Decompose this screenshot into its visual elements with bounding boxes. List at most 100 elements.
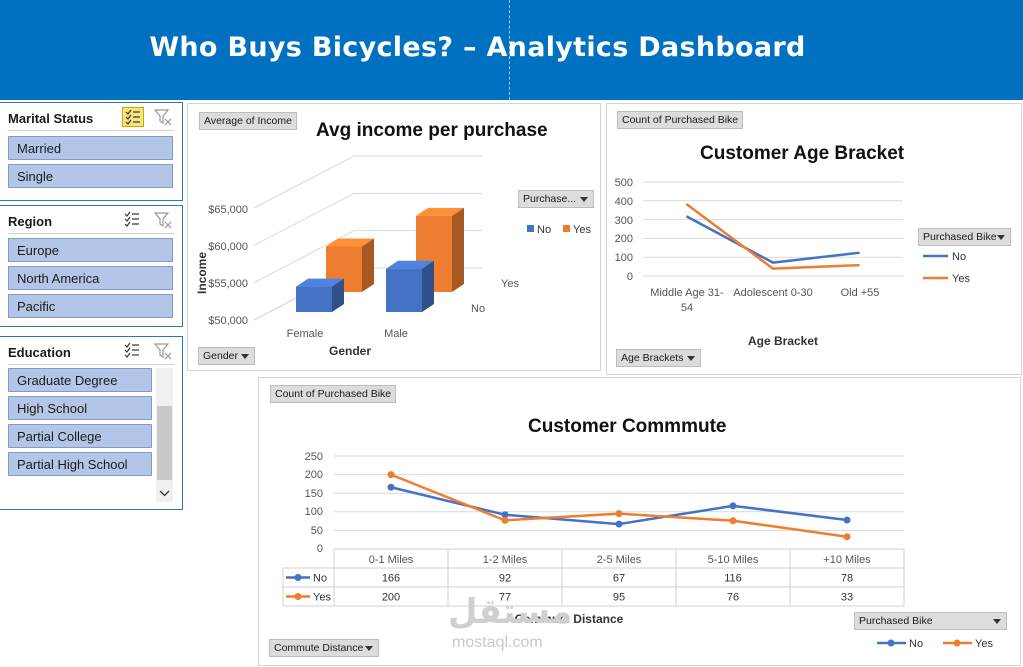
slicer-item-single[interactable]: Single xyxy=(8,164,173,188)
chart-lines xyxy=(387,471,851,541)
slicer-item-married[interactable]: Married xyxy=(8,136,173,160)
banner-divider xyxy=(509,0,510,100)
dropdown-arrow-icon xyxy=(241,354,249,359)
x-tick-label: Adolescent 0-30 xyxy=(733,287,813,299)
dropdown-arrow-icon xyxy=(580,197,588,202)
data-point-no xyxy=(387,483,395,491)
data-point-yes xyxy=(501,516,509,524)
scroll-down-icon[interactable] xyxy=(159,488,170,498)
gridline xyxy=(253,155,483,209)
bar-no-female-side xyxy=(332,278,344,312)
x-axis-title: Gender xyxy=(329,344,371,358)
bar-no-male xyxy=(386,268,422,312)
header-banner: Who Buys Bicycles? – Analytics Dashboard xyxy=(0,0,1023,100)
field-button-value[interactable]: Count of Purchased Bike xyxy=(270,385,397,403)
commute-line-chart: 250 200 150 100 50 0 0-1 Miles 1-2 Miles 2… xyxy=(282,451,993,650)
legend-label-no: No xyxy=(952,251,966,263)
table-series-label: No xyxy=(313,573,327,585)
y-tick-label: 200 xyxy=(305,469,323,481)
y-tick-label: 400 xyxy=(615,196,633,208)
y-tick-label: 50 xyxy=(311,525,323,537)
legend-swatch-yes xyxy=(563,225,570,232)
y-tick-label: 100 xyxy=(615,252,633,264)
slicer-marital-status: Marital Status Married Single xyxy=(0,102,183,201)
field-button-label: Age Brackets xyxy=(621,352,684,364)
x-axis-title: Age Bracket xyxy=(748,334,818,348)
table-cell: 78 xyxy=(841,573,853,585)
table-cell: 95 xyxy=(613,592,625,604)
scrollbar-thumb[interactable] xyxy=(157,406,172,480)
y-tick-label: 500 xyxy=(615,177,633,189)
bar-yes-female-side xyxy=(362,238,374,292)
y-tick-label: 250 xyxy=(305,451,323,463)
slicer-title: Marital Status xyxy=(8,111,94,126)
dropdown-arrow-icon xyxy=(365,646,373,651)
income-3d-bar-chart: $65,000 $60,000 $55,000 $50,000 Income F… xyxy=(195,155,591,358)
clear-filter-icon[interactable] xyxy=(153,211,172,229)
bar-yes-male-side xyxy=(452,207,464,292)
slicer-item-partial-high-school[interactable]: Partial High School xyxy=(8,452,152,476)
field-button-legend[interactable]: Purchase... xyxy=(518,190,594,208)
field-button-label: Commute Distance xyxy=(274,642,364,654)
field-button-value[interactable]: Average of Income xyxy=(199,112,297,130)
table-cell: 33 xyxy=(841,592,853,604)
legend-label-no: No xyxy=(909,638,923,650)
bar-no-female-top xyxy=(296,278,344,287)
data-point-yes xyxy=(615,510,623,518)
x-tick-label: 1-2 Miles xyxy=(483,554,528,566)
chart-panel-age: Count of Purchased Bike Customer Age Bra… xyxy=(606,103,1022,375)
field-button-legend[interactable]: Purchased Bike xyxy=(854,612,1007,630)
legend-key-marker xyxy=(294,593,302,600)
multi-select-icon[interactable] xyxy=(122,210,144,230)
slicer-item-high-school[interactable]: High School xyxy=(8,396,152,420)
data-point-no xyxy=(729,502,737,510)
y-tick-label: $60,000 xyxy=(208,241,248,253)
dashboard-title: Who Buys Bicycles? – Analytics Dashboard xyxy=(149,32,806,63)
series-line-no xyxy=(685,215,860,264)
y-tick-label: 200 xyxy=(615,233,633,245)
chart-gridlines xyxy=(643,181,903,277)
x-tick-label: +10 Miles xyxy=(823,554,871,566)
slicer-scrollbar[interactable] xyxy=(156,368,173,502)
slicer-item-partial-college[interactable]: Partial College xyxy=(8,424,152,448)
slicer-item-europe[interactable]: Europe xyxy=(8,238,173,262)
dropdown-arrow-icon xyxy=(997,235,1005,240)
table-cell: 77 xyxy=(499,592,511,604)
x-tick-label: 5-10 Miles xyxy=(708,554,759,566)
x-tick-label: Male xyxy=(384,328,408,340)
field-button-label: Purchased Bike xyxy=(859,615,933,627)
multi-select-icon[interactable] xyxy=(122,107,144,127)
slicer-item-pacific[interactable]: Pacific xyxy=(8,294,173,318)
legend-marker-yes xyxy=(953,639,961,647)
slicer-item-graduate-degree[interactable]: Graduate Degree xyxy=(8,368,152,392)
clear-filter-icon[interactable] xyxy=(153,108,172,126)
table-cell: 92 xyxy=(499,573,511,585)
legend-label-no: No xyxy=(537,224,551,236)
field-button-label: Purchased Bike xyxy=(923,231,997,243)
table-cell: 67 xyxy=(613,573,625,585)
bar-no-male-side xyxy=(422,260,434,312)
data-point-yes xyxy=(387,471,395,479)
bar-yes-male-top xyxy=(416,207,464,216)
legend-swatch-no xyxy=(527,225,534,232)
field-button-value[interactable]: Count of Purchased Bike xyxy=(617,111,744,129)
field-button-axis[interactable]: Gender xyxy=(198,347,255,365)
chart-gridlines xyxy=(334,455,904,550)
y-axis-title: Income xyxy=(195,252,209,294)
slicer-item-north-america[interactable]: North America xyxy=(8,266,173,290)
slicer-region: Region Europe North America Pacific xyxy=(0,205,183,327)
data-table: 0-1 Miles 1-2 Miles 2-5 Miles 5-10 Miles +10… xyxy=(282,548,905,607)
field-button-axis[interactable]: Age Brackets xyxy=(616,349,701,367)
bar-yes-female-top xyxy=(326,238,374,247)
slicer-header: Education xyxy=(8,337,174,365)
data-point-no xyxy=(615,520,623,528)
field-button-legend[interactable]: Purchased Bike xyxy=(918,228,1011,246)
table-series-label: Yes xyxy=(313,592,331,604)
age-line-chart: 500 400 300 200 100 0 Middle Age 31-54 A… xyxy=(615,177,971,348)
multi-select-icon[interactable] xyxy=(122,341,144,361)
legend-label-yes: Yes xyxy=(952,273,970,285)
slicer-title: Education xyxy=(8,345,71,360)
clear-filter-icon[interactable] xyxy=(153,342,172,360)
chart-title: Avg income per purchase xyxy=(316,120,548,141)
field-button-axis[interactable]: Commute Distance xyxy=(269,639,379,657)
